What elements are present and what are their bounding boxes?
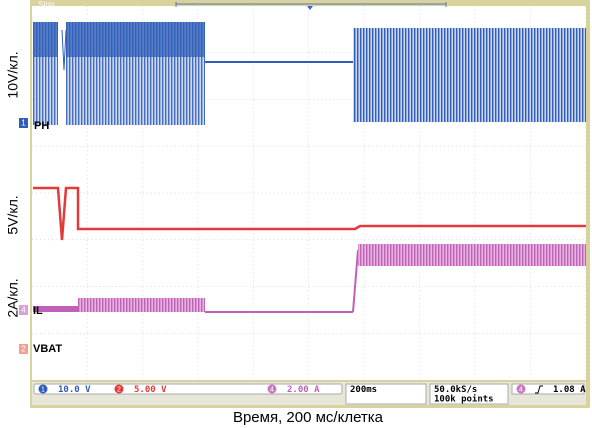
ch-number: 4	[519, 386, 523, 393]
ch-scale: 5.00 V	[134, 385, 167, 395]
record-bar	[175, 2, 447, 7]
channel-label: VBAT	[33, 343, 62, 355]
channel-number: 4	[21, 306, 26, 315]
channel-label: IL	[33, 305, 43, 317]
il-trace	[358, 244, 586, 266]
trigger-level: 1.08 A	[553, 385, 586, 395]
ch-number: 2	[117, 386, 121, 393]
ch-scale: 10.0 V	[58, 385, 91, 395]
axis-label: 5V/кл.	[5, 195, 21, 234]
record-length: 100k points	[434, 394, 494, 405]
ph-trace	[353, 28, 586, 122]
ch-dot	[38, 384, 48, 394]
ch-dot	[516, 384, 526, 394]
axis-label: 10V/кл.	[5, 51, 21, 98]
ph-gap	[58, 22, 66, 125]
ch-scale: 2.00 A	[287, 385, 320, 395]
readout-box	[345, 383, 427, 405]
il-trace	[78, 298, 205, 312]
channel-badge	[19, 344, 28, 354]
channel-label: PH	[34, 120, 49, 132]
ch-dot	[114, 384, 124, 394]
timebase: 200ms	[350, 385, 377, 395]
vbat-trace	[33, 186, 586, 241]
caption: Время, 200 мс/клетка	[233, 409, 384, 426]
readout-box	[33, 383, 343, 395]
il-trace	[352, 249, 359, 313]
ch-number: 4	[270, 386, 274, 393]
channel-badge	[19, 305, 28, 315]
channel-number: 1	[21, 119, 26, 128]
ch-number: 1	[41, 386, 45, 393]
trigger-edge-icon	[535, 385, 543, 394]
sample-rate: 50.0kS/s	[434, 385, 477, 395]
channel-badge	[19, 118, 28, 128]
readout-box	[511, 383, 585, 395]
readout-box	[429, 383, 509, 405]
channel-number: 2	[21, 345, 26, 354]
status: Stop	[38, 0, 55, 9]
axis-label: 2A/кл.	[5, 278, 21, 317]
ph-trace	[61, 29, 67, 71]
ch-dot	[267, 384, 277, 394]
trigger-marker	[307, 6, 313, 10]
